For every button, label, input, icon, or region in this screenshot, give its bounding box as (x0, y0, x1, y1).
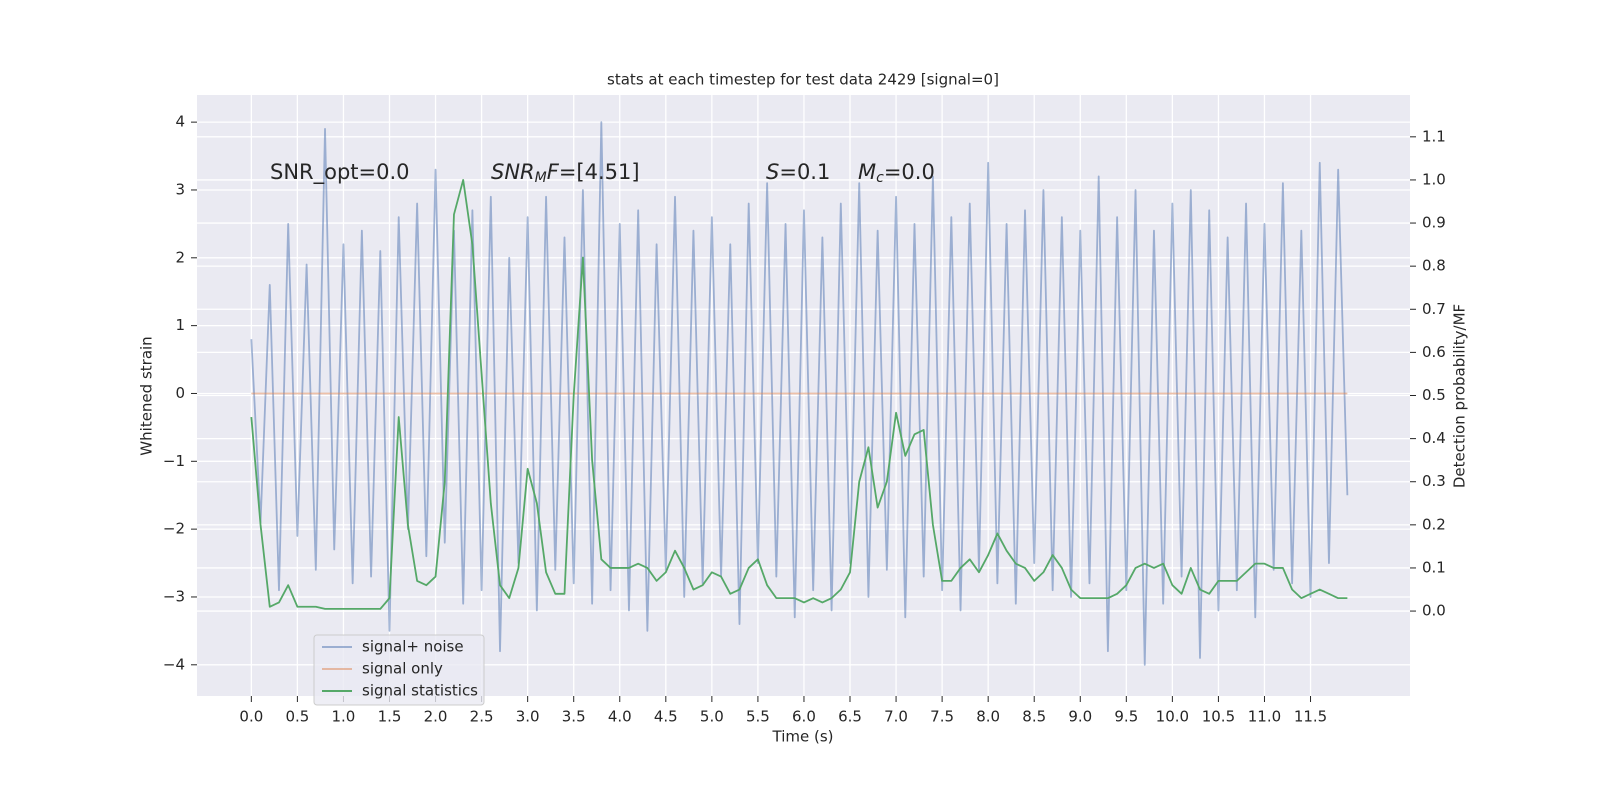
y2-tick-label: 0.7 (1422, 300, 1446, 318)
y-tick-label: 3 (175, 180, 185, 198)
y2-tick-label: 0.1 (1422, 558, 1446, 576)
x-tick-label: 1.0 (332, 708, 356, 726)
x-tick-label: 1.5 (378, 708, 402, 726)
x-tick-label: 9.0 (1068, 708, 1092, 726)
annotation: SNRMF=[4.51] (491, 160, 640, 186)
y-tick-label: 0 (175, 384, 185, 402)
legend: signal+ noise signal only signal statistic… (313, 634, 485, 706)
x-tick-label: 0.5 (285, 708, 309, 726)
y-tick-label: −3 (163, 587, 185, 605)
x-tick-label: 11.5 (1294, 708, 1327, 726)
annotation-part: M (535, 170, 547, 186)
chart-title: stats at each timestep for test data 242… (607, 71, 999, 89)
x-tick-label: 10.0 (1156, 708, 1189, 726)
annotation-part: F (547, 160, 560, 184)
y2-tick-label: 0.0 (1422, 602, 1446, 620)
x-axis-label: Time (s) (772, 728, 834, 746)
y2-tick-label: 0.9 (1422, 214, 1446, 232)
annotation-part: SNR_opt=0.0 (270, 160, 410, 185)
y-tick-label: −1 (163, 452, 185, 470)
x-tick-label: 7.5 (930, 708, 954, 726)
y-tick-label: −4 (163, 655, 185, 673)
x-tick-label: 5.0 (700, 708, 724, 726)
x-tick-label: 8.5 (1022, 708, 1046, 726)
annotation: SNR_opt=0.0 (270, 160, 410, 185)
annotation-part: SNR (491, 160, 535, 184)
y2-tick-label: 0.6 (1422, 343, 1446, 361)
annotation: Mc=0.0 (858, 160, 935, 186)
annotation: S=0.1 (766, 160, 830, 184)
x-tick-label: 2.5 (470, 708, 494, 726)
series-line (250, 121, 1349, 666)
x-tick-label: 0.0 (239, 708, 263, 726)
y2-tick-label: 0.4 (1422, 429, 1446, 447)
y2-tick-label: 1.1 (1422, 127, 1446, 145)
x-tick-label: 4.5 (654, 708, 678, 726)
y2-axis-label: Detection probability/MF (1451, 304, 1469, 488)
x-tick-label: 3.5 (562, 708, 586, 726)
x-tick-label: 6.5 (838, 708, 862, 726)
y-axis-label: Whitened strain (138, 336, 156, 455)
legend-label: signal statistics (362, 682, 478, 700)
y2-tick-label: 0.3 (1422, 472, 1446, 490)
x-tick-label: 3.0 (516, 708, 540, 726)
annotation-part: c (876, 170, 884, 186)
annotation-part: =0.0 (884, 160, 935, 184)
x-tick-label: 5.5 (746, 708, 770, 726)
y-tick-label: 2 (175, 248, 185, 266)
annotation-part: S (766, 160, 779, 184)
x-tick-label: 7.0 (884, 708, 908, 726)
legend-label: signal+ noise (362, 638, 464, 656)
y-tick-label: −2 (163, 520, 185, 538)
y2-tick-label: 0.5 (1422, 386, 1446, 404)
annotation-part: =0.1 (779, 160, 830, 184)
annotation-part: M (858, 160, 876, 184)
x-tick-label: 10.5 (1202, 708, 1235, 726)
y-tick-label: 4 (175, 113, 185, 131)
y2-tick-label: 1.0 (1422, 170, 1446, 188)
y2-tick-label: 0.8 (1422, 257, 1446, 275)
x-tick-label: 4.0 (608, 708, 632, 726)
annotation-part: =[4.51] (559, 160, 640, 184)
y2-tick-label: 0.2 (1422, 515, 1446, 533)
series-line (250, 179, 1348, 610)
legend-box (313, 634, 485, 706)
y-tick-label: 1 (175, 316, 185, 334)
x-tick-label: 8.0 (976, 708, 1000, 726)
x-tick-label: 9.5 (1114, 708, 1138, 726)
x-tick-label: 2.0 (424, 708, 448, 726)
x-tick-label: 6.0 (792, 708, 816, 726)
x-tick-label: 11.0 (1248, 708, 1281, 726)
legend-label: signal only (362, 660, 443, 678)
